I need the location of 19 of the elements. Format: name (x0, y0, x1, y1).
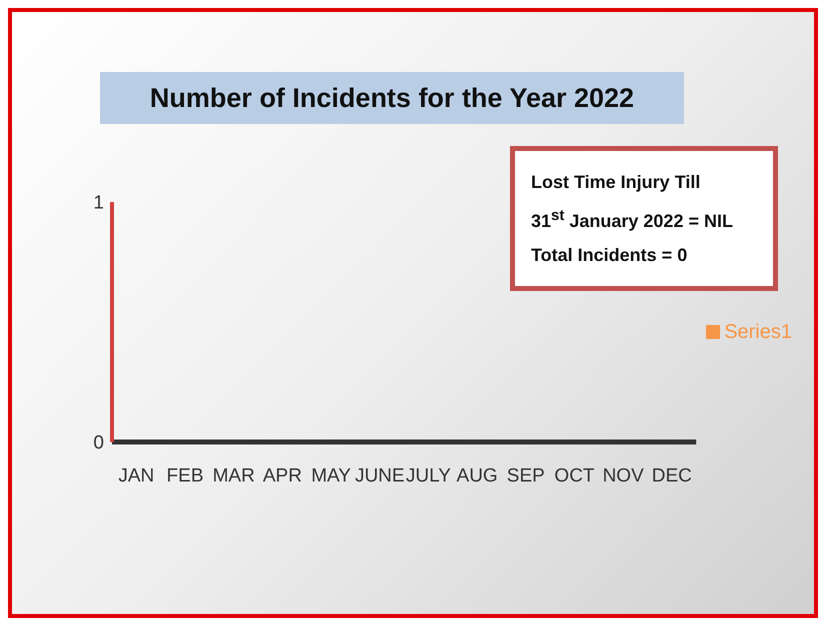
x-tick-label: OCT (554, 465, 595, 486)
x-tick-label: MAR (212, 465, 255, 486)
y-tick-label: 0 (93, 432, 104, 454)
annotation: 31$^{st}$ January 2022 = NIL (531, 206, 734, 233)
y-tick-label: 1 (93, 192, 104, 214)
annotation: Total Incidents = 0 (531, 244, 688, 267)
x-tick-label: AUG (456, 465, 498, 486)
x-tick-label: APR (262, 465, 302, 486)
x-tick-label: JAN (118, 465, 154, 486)
x-tick-label: NOV (602, 465, 644, 486)
x-tick-label: JUNE (354, 465, 405, 486)
text-box: Lost Time Injury Till 31$^{st}$ January 2022 = NIL Total Incidents = 0 (510, 146, 778, 291)
x-tick-label: DEC (652, 465, 692, 486)
x-tick-label: JULY (406, 465, 452, 486)
x-tick-label: FEB (166, 465, 204, 486)
x-tick-label: SEP (506, 465, 545, 486)
legend-label: Series1 (724, 320, 792, 342)
x-tick-label: MAY (311, 465, 352, 486)
chart-title: Number of Incidents for the Year 2022 (100, 72, 684, 124)
